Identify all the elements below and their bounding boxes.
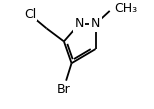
Text: N: N xyxy=(75,17,84,31)
Text: N: N xyxy=(91,17,100,31)
Text: Br: Br xyxy=(57,83,71,96)
Text: Cl: Cl xyxy=(24,8,36,21)
Text: CH₃: CH₃ xyxy=(114,2,137,15)
